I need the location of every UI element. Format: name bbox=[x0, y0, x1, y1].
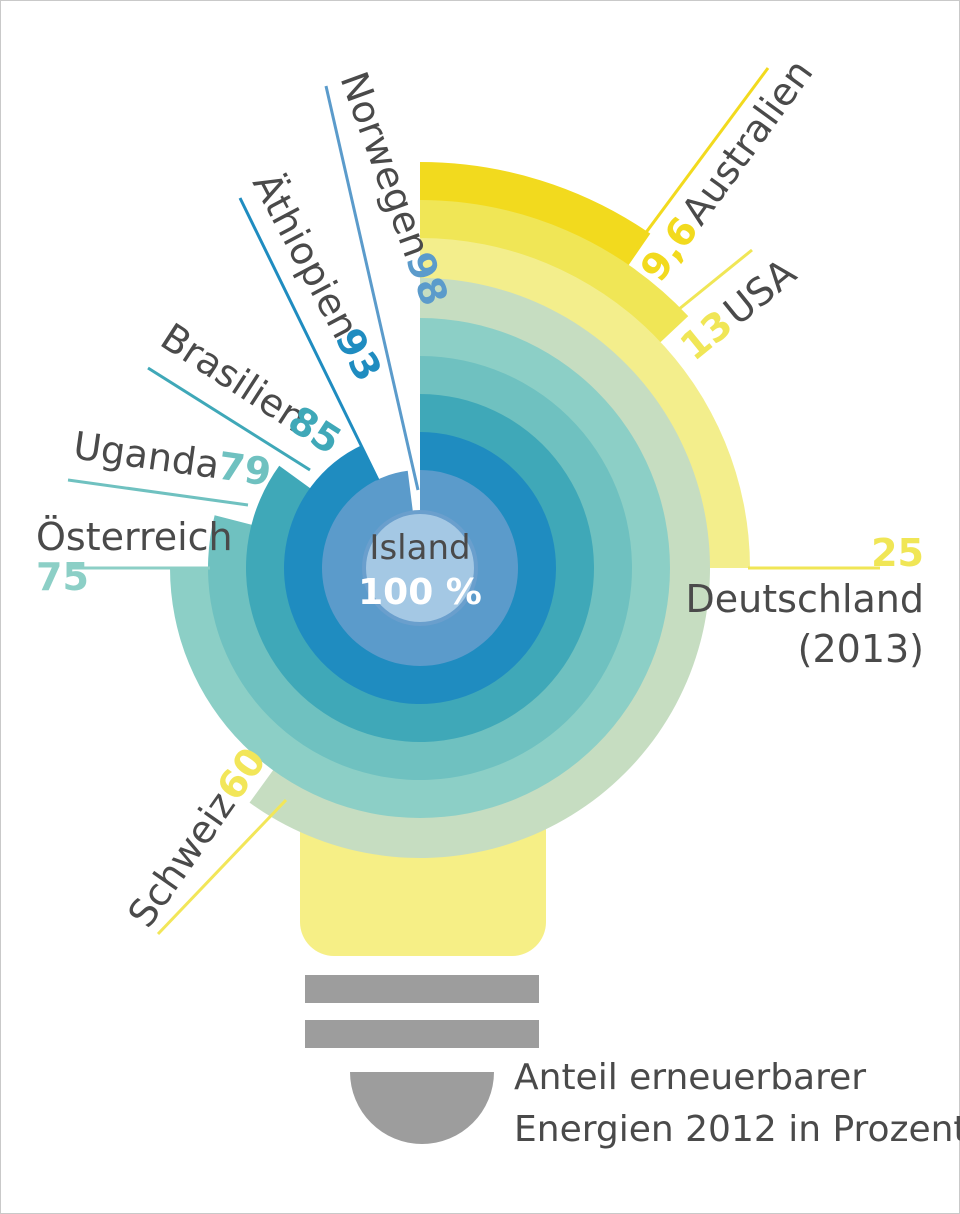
country-name-uganda: Uganda bbox=[71, 423, 222, 487]
center-value-label: 100 % bbox=[358, 572, 482, 613]
country-name-deutschland: Deutschland bbox=[686, 577, 924, 621]
socket-band-2 bbox=[305, 1020, 539, 1048]
leader-australien bbox=[631, 67, 770, 251]
country-name-schweiz: Schweiz bbox=[119, 784, 243, 935]
country-value-oesterreich: 75 bbox=[36, 555, 89, 599]
leader-norwegen bbox=[324, 85, 420, 491]
leader-lines bbox=[67, 67, 880, 936]
rings-group bbox=[170, 162, 750, 858]
leader-aethiopien bbox=[238, 197, 380, 481]
bulb-socket bbox=[305, 975, 539, 1144]
country-value-deutschland: 25 bbox=[871, 531, 924, 575]
center-country-label: Island bbox=[369, 528, 470, 568]
socket-band-1 bbox=[305, 975, 539, 1003]
socket-tip bbox=[350, 1072, 494, 1144]
ring-island-inner bbox=[366, 514, 474, 622]
country-name-oesterreich: Österreich bbox=[36, 515, 233, 559]
leader-usa bbox=[667, 248, 753, 320]
caption-line-2: Energien 2012 in Prozent bbox=[514, 1109, 960, 1150]
leader-brasilien bbox=[147, 366, 311, 472]
leader-schweiz bbox=[156, 798, 288, 936]
caption-line-1: Anteil erneuerbarer bbox=[514, 1057, 866, 1098]
country-note-deutschland: (2013) bbox=[798, 627, 924, 671]
leader-uganda bbox=[67, 478, 249, 507]
country-name-australien: Australien bbox=[673, 51, 822, 232]
country-value-uganda: 79 bbox=[215, 444, 273, 495]
